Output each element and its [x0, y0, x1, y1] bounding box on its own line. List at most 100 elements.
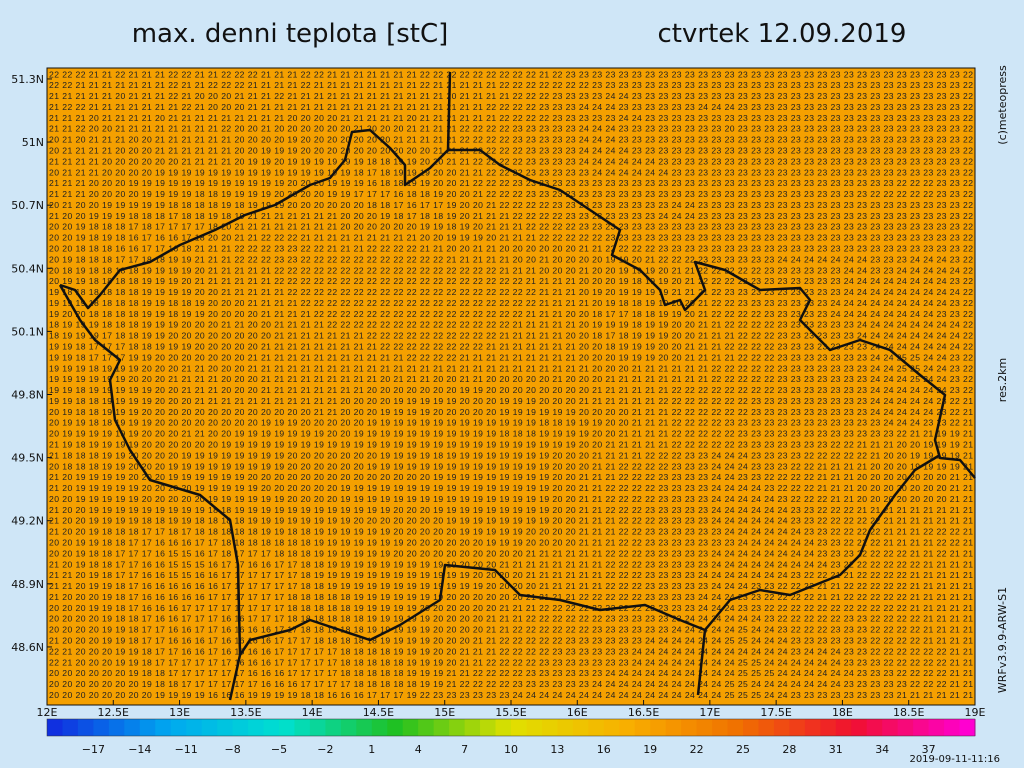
value-row: 21 18 18 18 19 19 20 20 20 20 19 19 19 1… [49, 450, 973, 460]
value-row: 21 21 20 19 18 17 17 16 16 15 15 16 16 1… [49, 570, 973, 580]
colorbar-cell [572, 719, 589, 736]
colorbar-label: 25 [736, 743, 750, 756]
value-row: 20 20 19 18 19 18 16 17 16 16 17 18 20 2… [49, 233, 973, 243]
colorbar-cell [789, 719, 806, 736]
colorbar-label: 34 [875, 743, 889, 756]
value-row: 20 20 20 20 19 18 18 17 16 16 17 17 17 1… [49, 614, 973, 624]
value-row: 20 21 21 21 20 20 20 20 19 19 19 19 19 1… [49, 167, 973, 177]
colorbar-cell [696, 719, 713, 736]
colorbar-cell [371, 719, 388, 736]
y-tick-label: 49.8N [11, 388, 44, 401]
value-row: 20 21 21 21 21 20 20 20 21 21 21 21 21 2… [49, 145, 973, 155]
colorbar-cell [619, 719, 636, 736]
colorbar-cell [62, 719, 79, 736]
colorbar-label: 4 [415, 743, 422, 756]
colorbar-cell [402, 719, 419, 736]
colorbar-cell [526, 719, 543, 736]
value-row: 18 19 19 19 17 18 18 19 19 20 20 20 20 2… [49, 331, 973, 341]
colorbar-label: −14 [128, 743, 151, 756]
colorbar-cell [325, 719, 342, 736]
value-row: 21 21 21 21 20 20 20 20 20 20 21 21 21 2… [49, 156, 973, 166]
value-row: 21 20 19 19 19 19 20 20 20 19 19 19 19 1… [49, 472, 973, 482]
colorbar-label: −17 [82, 743, 105, 756]
map-field [47, 68, 975, 705]
colorbar-cell [418, 719, 435, 736]
value-row: 20 18 19 18 18 18 18 19 19 19 19 20 21 2… [49, 265, 973, 275]
value-row: 19 19 18 19 19 19 19 19 20 20 21 21 21 2… [49, 385, 973, 395]
x-tick-label: 18.5E [893, 706, 924, 719]
colorbar-cell [449, 719, 466, 736]
x-tick-label: 14.5E [363, 706, 394, 719]
value-row: 18 19 19 19 18 18 18 19 19 19 20 20 20 2… [49, 320, 973, 330]
title: max. denni teplota [stC] [132, 19, 449, 49]
map-frame [46, 67, 976, 706]
colorbar-cell [773, 719, 790, 736]
y-tick-label: 51.3N [11, 73, 44, 86]
colorbar-cell [541, 719, 558, 736]
colorbar-label: 28 [782, 743, 796, 756]
y-tick-label: 49.2N [11, 515, 44, 528]
colorbar-cell [294, 719, 311, 736]
value-row: 20 20 20 20 20 20 20 19 18 18 17 17 17 1… [49, 679, 973, 689]
colorbar-label: −2 [317, 743, 333, 756]
y-tick-label: 48.9N [11, 578, 44, 591]
value-row: 20 20 20 19 19 18 17 16 16 16 17 17 17 1… [49, 603, 973, 613]
colorbar-cell [743, 719, 759, 736]
value-row: 20 19 19 18 18 18 18 19 19 19 20 21 21 2… [49, 276, 973, 286]
x-tick-label: 15.5E [495, 706, 526, 719]
colorbar-cell [464, 719, 481, 736]
colorbar-cell [588, 719, 605, 736]
value-row: 19 19 18 17 17 17 19 19 20 20 20 20 20 2… [49, 352, 973, 362]
value-row: 20 19 18 18 19 19 19 20 20 20 20 20 20 2… [49, 407, 973, 417]
value-row: 20 20 19 18 18 17 17 17 16 15 15 16 17 1… [49, 548, 973, 558]
colorbar-cell [480, 719, 497, 736]
model: WRFv3.9.9-ARW-S1 [996, 587, 1009, 693]
value-row: 19 20 20 18 18 18 18 19 19 18 19 19 20 2… [49, 309, 973, 319]
value-row: 19 18 18 18 18 18 18 19 19 19 19 20 20 2… [49, 287, 973, 297]
x-tick-label: 13E [169, 706, 190, 719]
colorbar-label: 22 [690, 743, 704, 756]
colorbar-label: 37 [922, 743, 936, 756]
value-row: 20 19 19 19 19 19 19 20 20 20 21 21 20 2… [49, 429, 973, 439]
x-tick-label: 17.5E [760, 706, 791, 719]
value-row: 20 19 19 18 18 19 19 19 20 20 20 20 20 2… [49, 418, 973, 428]
value-grid: 22 22 22 21 21 22 21 21 21 22 22 21 21 2… [49, 69, 973, 700]
y-tick-label: 50.4N [11, 262, 44, 275]
colorbar-cell [309, 719, 326, 736]
value-row: 22 21 20 20 20 19 19 18 17 17 17 17 17 1… [49, 657, 973, 667]
value-row: 21 21 21 20 20 20 20 19 19 19 19 18 18 1… [49, 189, 973, 199]
value-row: 21 20 19 18 18 17 17 16 16 15 15 15 16 1… [49, 559, 973, 569]
value-row: 21 21 21 20 20 20 19 19 19 19 19 19 19 1… [49, 178, 973, 188]
value-row: 21 21 21 21 21 20 21 21 21 22 21 20 20 2… [49, 91, 973, 101]
y-tick-label: 49.5N [11, 452, 44, 465]
value-row: 19 19 19 19 19 19 20 20 20 21 21 21 21 2… [49, 374, 973, 384]
colorbar-label: −8 [224, 743, 240, 756]
value-row: 20 20 19 19 18 18 17 17 16 16 16 17 17 1… [49, 537, 973, 547]
x-tick-label: 18E [832, 706, 853, 719]
value-row: 20 20 20 20 20 20 19 18 18 17 17 17 17 1… [49, 668, 973, 678]
colorbar-cell [804, 719, 821, 736]
value-row: 20 20 19 19 19 19 19 20 20 20 20 20 19 1… [49, 494, 973, 504]
value-row: 20 18 18 18 19 19 20 20 20 19 19 19 19 1… [49, 461, 973, 471]
colorbar-cell [263, 719, 280, 736]
y-tick-label: 51N [22, 136, 44, 149]
colorbar-cell [511, 719, 527, 736]
colorbar-cell [665, 719, 682, 736]
value-row: 21 21 22 20 20 21 21 21 21 21 21 21 21 2… [49, 124, 973, 134]
value-row: 21 20 20 19 19 19 18 18 18 17 18 18 19 1… [49, 211, 973, 221]
colorbar-cell [248, 719, 265, 736]
colorbar-cell [897, 719, 914, 736]
y-tick-label: 48.6N [11, 641, 44, 654]
colorbar-cell [959, 719, 976, 736]
colorbar-cell [913, 719, 930, 736]
value-row: 20 20 19 18 18 18 17 18 17 17 17 17 18 2… [49, 222, 973, 232]
value-row: 20 20 18 18 18 16 16 17 17 16 18 21 21 2… [49, 243, 973, 253]
y-tick-label: 50.1N [11, 325, 44, 338]
x-tick-label: 12E [37, 706, 58, 719]
colorbar-cell [851, 719, 868, 736]
colorbar-cell [232, 719, 249, 736]
value-row: 22 22 22 21 21 22 21 21 21 22 22 21 21 2… [49, 69, 973, 79]
value-row: 22 21 20 20 20 19 19 18 17 17 16 16 17 1… [49, 646, 973, 656]
value-row: 20 21 20 20 19 19 19 19 19 18 18 18 18 1… [49, 200, 973, 210]
